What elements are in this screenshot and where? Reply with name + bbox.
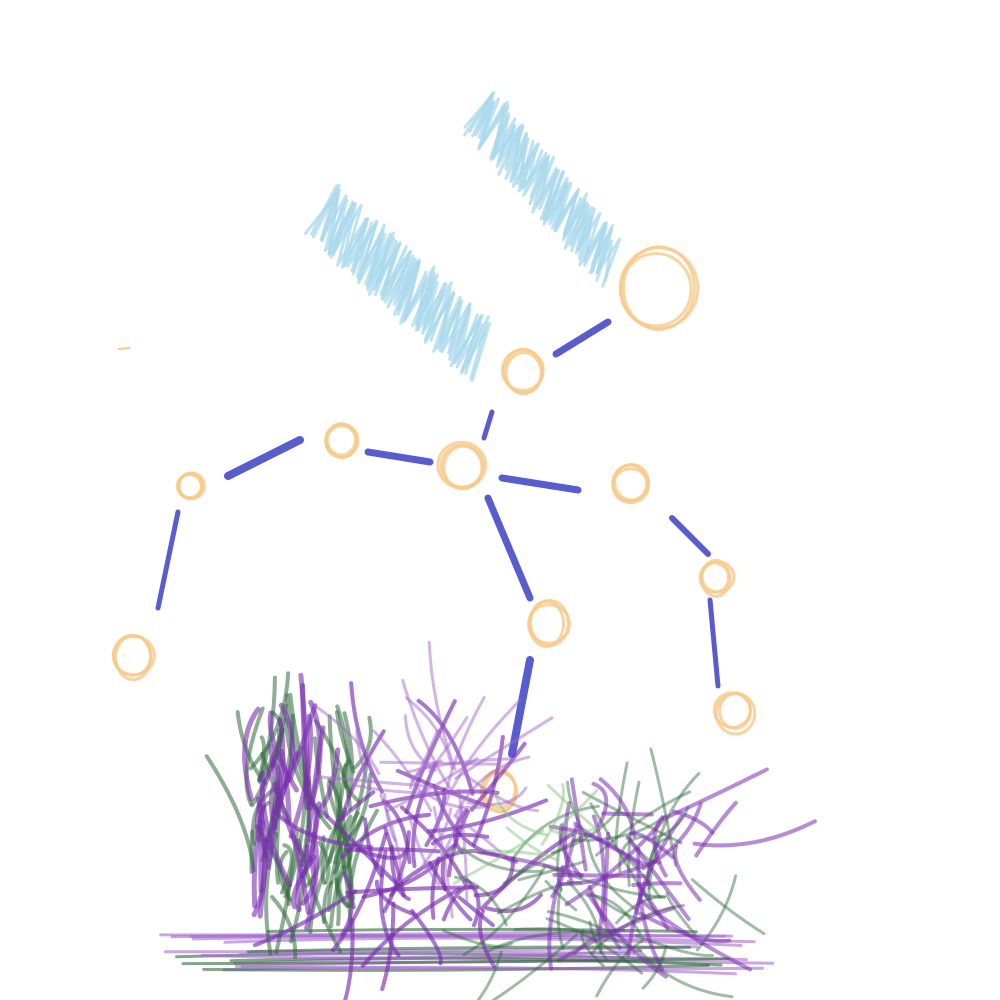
elbow-right-joint xyxy=(698,558,736,598)
knee-joint xyxy=(527,598,571,649)
head-joint xyxy=(618,245,700,331)
stray-mark xyxy=(117,347,131,350)
bone-spine xyxy=(481,409,495,441)
bone-forearm-right xyxy=(707,597,721,689)
bone-shin xyxy=(508,656,534,758)
pelvis-joint xyxy=(436,440,488,491)
bone-shoulder-left xyxy=(364,448,434,466)
bone-neck xyxy=(552,318,612,358)
skeleton-bones xyxy=(155,318,721,758)
wing-scribble-upper xyxy=(463,90,622,288)
hand-left-joint xyxy=(111,633,156,682)
flower-bush xyxy=(159,640,817,1000)
neck-joint xyxy=(500,347,545,396)
hand-right-joint xyxy=(712,691,757,736)
wing-scribble-lower xyxy=(303,183,492,383)
bone-upper-arm-left xyxy=(224,436,304,480)
shoulder-right-joint xyxy=(611,462,651,505)
bone-forearm-left xyxy=(155,509,181,611)
elbow-left-joint xyxy=(175,471,206,501)
bone-shoulder-right xyxy=(498,474,582,494)
skeleton-joints xyxy=(111,245,757,814)
chest-joint xyxy=(324,422,360,459)
bone-upper-arm-right xyxy=(669,515,711,557)
bone-thigh xyxy=(484,494,534,602)
